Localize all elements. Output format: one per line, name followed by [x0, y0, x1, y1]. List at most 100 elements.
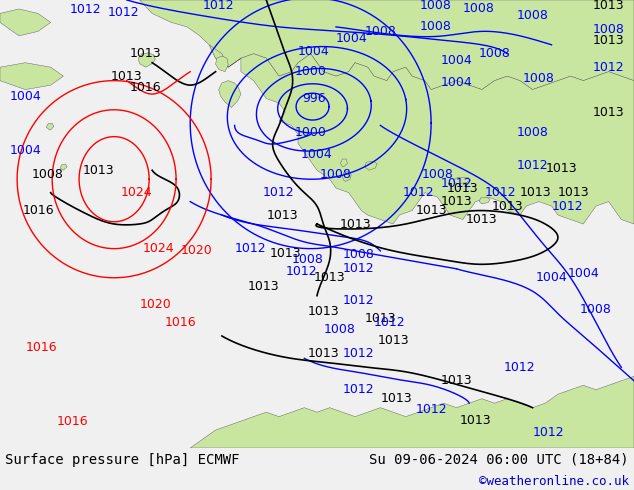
Text: 1004: 1004	[536, 271, 567, 284]
Text: 1016: 1016	[22, 204, 54, 217]
Text: 1012: 1012	[485, 186, 517, 199]
Text: 1013: 1013	[447, 182, 479, 195]
Text: 1004: 1004	[441, 54, 472, 67]
Polygon shape	[453, 177, 470, 184]
Polygon shape	[342, 171, 351, 181]
Text: 1013: 1013	[441, 195, 472, 208]
Text: 1016: 1016	[57, 415, 89, 428]
Text: 1013: 1013	[314, 271, 346, 284]
Text: 1013: 1013	[269, 246, 301, 260]
Polygon shape	[190, 376, 634, 448]
Text: 1013: 1013	[130, 47, 162, 60]
Text: 1008: 1008	[323, 323, 355, 336]
Text: 1013: 1013	[82, 164, 114, 177]
Text: 1004: 1004	[298, 45, 330, 58]
Polygon shape	[60, 164, 67, 170]
Text: 1012: 1012	[342, 294, 374, 307]
Polygon shape	[138, 53, 155, 67]
Text: 1004: 1004	[336, 31, 368, 45]
Text: 1008: 1008	[517, 125, 548, 139]
Text: 1008: 1008	[517, 9, 548, 22]
Polygon shape	[46, 123, 54, 130]
Text: 1013: 1013	[307, 305, 339, 318]
Text: 1012: 1012	[504, 361, 536, 374]
Text: 1012: 1012	[203, 0, 235, 12]
Text: 1008: 1008	[580, 303, 612, 316]
Text: 1008: 1008	[463, 2, 495, 16]
Text: 1008: 1008	[32, 168, 63, 181]
Text: 1024: 1024	[143, 242, 174, 255]
Text: 1008: 1008	[292, 253, 323, 267]
Text: 1013: 1013	[593, 105, 624, 119]
Text: 1013: 1013	[247, 280, 279, 293]
Text: 1013: 1013	[593, 0, 624, 12]
Text: 1000: 1000	[295, 65, 327, 78]
Text: 1012: 1012	[415, 403, 447, 416]
Text: 1008: 1008	[342, 248, 374, 261]
Text: 1013: 1013	[545, 162, 577, 174]
Polygon shape	[216, 56, 228, 72]
Text: 1013: 1013	[593, 34, 624, 47]
Text: 1012: 1012	[342, 262, 374, 275]
Text: 1008: 1008	[422, 168, 453, 181]
Polygon shape	[340, 159, 347, 167]
Text: 1012: 1012	[108, 5, 139, 19]
Text: 1013: 1013	[380, 392, 412, 405]
Text: Su 09-06-2024 06:00 UTC (18+84): Su 09-06-2024 06:00 UTC (18+84)	[369, 453, 629, 467]
Text: 1012: 1012	[263, 186, 295, 199]
Text: 1012: 1012	[374, 316, 406, 329]
Text: 1013: 1013	[520, 186, 552, 199]
Text: 1013: 1013	[377, 334, 409, 347]
Text: 1004: 1004	[567, 267, 599, 280]
Text: 1008: 1008	[523, 72, 555, 85]
Text: 1013: 1013	[415, 204, 447, 217]
Polygon shape	[0, 9, 51, 36]
Text: 1012: 1012	[517, 159, 548, 172]
Text: 1012: 1012	[342, 383, 374, 396]
Text: 1012: 1012	[533, 426, 564, 439]
Text: 1004: 1004	[10, 144, 41, 157]
Text: 1013: 1013	[266, 209, 298, 221]
Text: 1008: 1008	[320, 168, 352, 181]
Polygon shape	[0, 63, 63, 90]
Text: 1016: 1016	[25, 341, 57, 354]
Text: 1016: 1016	[130, 81, 162, 94]
Text: 1012: 1012	[593, 61, 624, 74]
Text: 1024: 1024	[120, 186, 152, 199]
Text: 1013: 1013	[339, 218, 371, 230]
Text: 1012: 1012	[70, 3, 101, 16]
Polygon shape	[139, 0, 634, 90]
Text: 1008: 1008	[365, 25, 396, 38]
Polygon shape	[219, 81, 241, 107]
Text: 1016: 1016	[165, 316, 197, 329]
Text: 1008: 1008	[593, 23, 624, 36]
Polygon shape	[209, 45, 634, 224]
Text: 1020: 1020	[181, 245, 212, 257]
Text: 1013: 1013	[491, 199, 523, 213]
Text: 1008: 1008	[479, 47, 510, 60]
Text: 1004: 1004	[441, 76, 472, 89]
Text: 1012: 1012	[441, 177, 472, 190]
Text: 1012: 1012	[403, 186, 434, 199]
Text: 1013: 1013	[111, 70, 143, 83]
Text: 1008: 1008	[420, 0, 451, 12]
Text: 1012: 1012	[552, 199, 583, 213]
Text: 1004: 1004	[301, 148, 333, 161]
Text: 1013: 1013	[441, 374, 472, 387]
Text: 1013: 1013	[365, 312, 396, 324]
Text: 1013: 1013	[460, 414, 491, 427]
Text: 1013: 1013	[558, 186, 590, 199]
Text: 1012: 1012	[285, 265, 317, 277]
Text: 996: 996	[302, 92, 326, 105]
Text: ©weatheronline.co.uk: ©weatheronline.co.uk	[479, 475, 629, 488]
Text: 1012: 1012	[342, 347, 374, 361]
Text: Surface pressure [hPa] ECMWF: Surface pressure [hPa] ECMWF	[5, 453, 240, 467]
Text: 1004: 1004	[10, 90, 41, 103]
Text: 1020: 1020	[139, 298, 171, 311]
Text: 1000: 1000	[295, 125, 327, 139]
Polygon shape	[479, 197, 490, 204]
Text: 1013: 1013	[466, 213, 498, 226]
Text: 1008: 1008	[420, 21, 451, 33]
Text: 1012: 1012	[235, 242, 266, 255]
Polygon shape	[365, 161, 377, 170]
